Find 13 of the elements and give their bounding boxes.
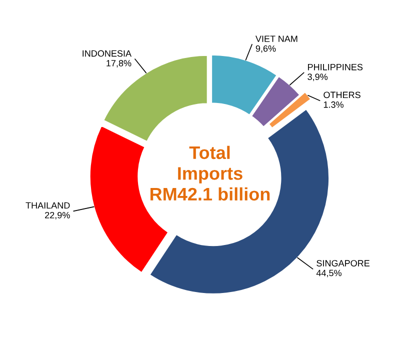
text: Total Imports RM42.1 billion — [150, 146, 270, 201]
slice-label: SINGAPORE — [316, 260, 370, 266]
slice-label: PHILIPPINES — [308, 64, 363, 70]
data-label: 17,8% — [106, 60, 132, 68]
slice-label: INDONESIA — [82, 50, 132, 57]
data-label: 44,5% — [316, 270, 342, 278]
data-label: 9,6% — [256, 45, 276, 53]
data-label: 3,9% — [308, 74, 328, 82]
slice-label: VIET NAM — [256, 36, 298, 42]
data-label: 1.3% — [324, 101, 344, 108]
slice-label: OTHERS — [324, 92, 360, 98]
data-label: 22,9% — [45, 212, 70, 220]
slice-label: THAILAND — [26, 202, 70, 209]
